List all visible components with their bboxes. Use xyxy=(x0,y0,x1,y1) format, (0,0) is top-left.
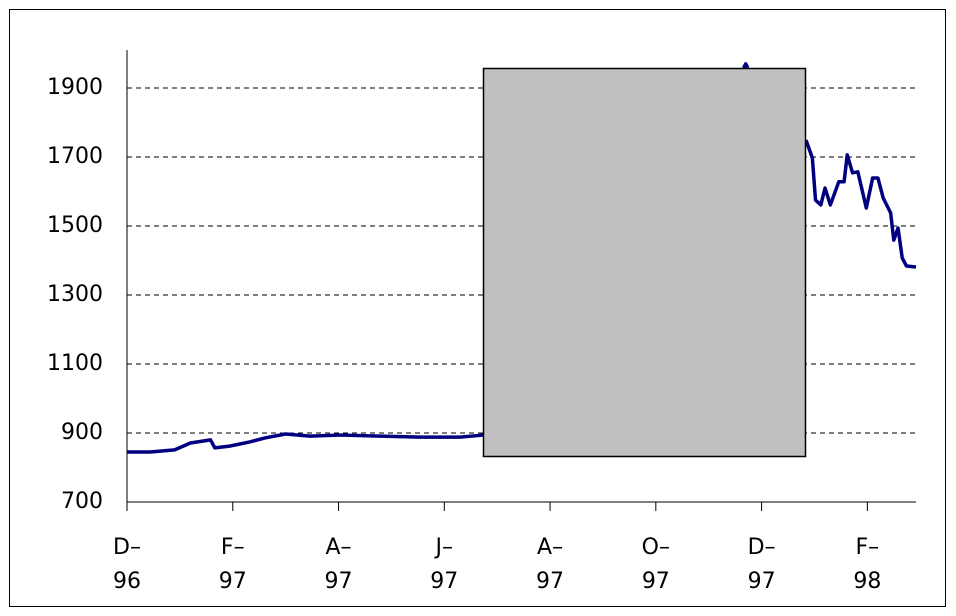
y-tick-label: 700 xyxy=(61,489,103,514)
line-series xyxy=(127,432,484,454)
x-tick-label: 97 xyxy=(642,569,670,594)
x-tick-label: J– xyxy=(434,535,454,560)
x-tick-label: 97 xyxy=(325,569,353,594)
x-tick-label: D– xyxy=(748,535,776,560)
line-series xyxy=(804,139,917,269)
x-tick-label: 97 xyxy=(430,569,458,594)
x-tick-label: 97 xyxy=(219,569,247,594)
y-tick-label: 1300 xyxy=(47,282,103,307)
x-tick-label: 97 xyxy=(748,569,776,594)
y-tick-label: 1700 xyxy=(47,144,103,169)
x-tick-label: F– xyxy=(856,535,880,560)
x-tick-label: 96 xyxy=(113,569,141,594)
y-tick-label: 900 xyxy=(61,420,103,445)
line-series xyxy=(742,62,750,69)
x-tick-label: 97 xyxy=(536,569,564,594)
x-tick-label: F– xyxy=(221,535,245,560)
x-tick-label: O– xyxy=(642,535,670,560)
x-tick-label: A– xyxy=(325,535,351,560)
y-tick-label: 1100 xyxy=(47,351,103,376)
y-tick-label: 1500 xyxy=(47,213,103,238)
x-tick-label: D– xyxy=(113,535,141,560)
x-tick-label: A– xyxy=(537,535,563,560)
x-tick-label: 98 xyxy=(853,569,881,594)
occluding-box xyxy=(482,67,807,458)
y-tick-label: 1900 xyxy=(47,75,103,100)
